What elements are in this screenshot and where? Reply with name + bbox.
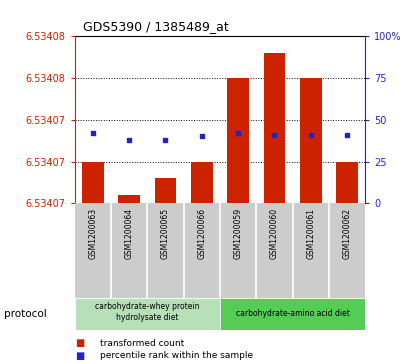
Text: carbohydrate-amino acid diet: carbohydrate-amino acid diet [236,310,349,318]
Text: transformed count: transformed count [100,339,184,347]
Bar [75,298,220,330]
Text: GDS5390 / 1385489_at: GDS5390 / 1385489_at [83,20,229,33]
Text: GSM1200062: GSM1200062 [342,208,352,259]
Text: GSM1200066: GSM1200066 [197,208,206,259]
Text: ■: ■ [75,351,84,361]
Text: protocol: protocol [4,309,47,319]
Bar [336,162,358,203]
Bar [264,53,285,203]
Bar [300,78,322,203]
Text: GSM1200061: GSM1200061 [306,208,315,259]
Text: GSM1200059: GSM1200059 [234,208,243,259]
Bar [118,195,140,203]
Text: ■: ■ [75,338,84,348]
Bar [82,162,104,203]
Text: carbohydrate-whey protein
hydrolysate diet: carbohydrate-whey protein hydrolysate di… [95,302,200,322]
Text: GSM1200060: GSM1200060 [270,208,279,259]
Bar [220,298,365,330]
Bar [227,78,249,203]
Text: GSM1200063: GSM1200063 [88,208,98,259]
Text: GSM1200064: GSM1200064 [124,208,134,259]
Text: percentile rank within the sample: percentile rank within the sample [100,351,253,360]
Bar [154,178,176,203]
Bar [191,162,212,203]
Text: GSM1200065: GSM1200065 [161,208,170,259]
